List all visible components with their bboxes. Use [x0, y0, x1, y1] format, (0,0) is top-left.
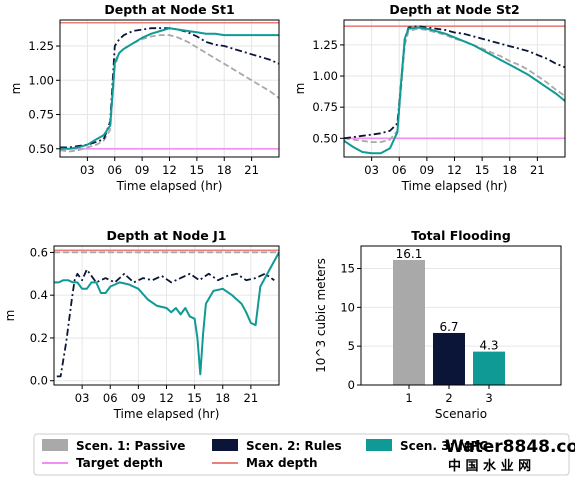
x-tick-label: 06 — [392, 163, 407, 177]
y-tick-label: 0 — [348, 378, 355, 392]
x-tick-label: 21 — [530, 163, 545, 177]
panel-flooding: 16.1 6.7 4.3 1 2 3 0 5 10 15 Total Flooding Scenari… — [314, 228, 562, 421]
chart-title: Depth at Node St1 — [104, 2, 234, 17]
legend-label-max: Max depth — [246, 456, 318, 470]
y-tick-label: 0.4 — [30, 288, 48, 302]
chart-title: Total Flooding — [411, 228, 511, 243]
y-axis-label: m — [3, 310, 17, 322]
chart-title: Depth at Node St2 — [389, 2, 519, 17]
x-tick-label: 2 — [445, 391, 452, 405]
x-tick-label: 03 — [364, 163, 379, 177]
y-tick-label: 10 — [340, 300, 355, 314]
plot-content-st2 — [344, 25, 565, 155]
legend-label-passive: Scen. 1: Passive — [76, 439, 185, 453]
x-tick-label: 12 — [159, 391, 174, 405]
legend-frame — [33, 433, 570, 476]
x-tick-label: 09 — [131, 391, 146, 405]
panel-st1: 03 06 09 12 15 18 21 0.50 0.75 1.00 1.25 Depth at N… — [9, 2, 280, 193]
legend-swatch-mpc — [366, 439, 392, 451]
x-tick-label: 21 — [244, 391, 259, 405]
legend-swatch-rules — [212, 439, 238, 451]
panel-j1: 03 06 09 12 15 18 21 0.0 0.2 0.4 0.6 Depth at Node … — [3, 228, 280, 421]
y-axis-label: m — [9, 83, 23, 95]
y-tick-label: 1.25 — [312, 38, 338, 52]
y-tick-label: 0.0 — [30, 374, 48, 388]
y-tick-label: 1.25 — [28, 39, 54, 53]
x-tick-label: 12 — [162, 163, 177, 177]
bar-value-label: 6.7 — [439, 320, 458, 334]
x-tick-label: 12 — [447, 163, 462, 177]
x-tick-label: 03 — [80, 163, 95, 177]
bar-scenario-3 — [473, 351, 505, 385]
bar-scenario-2 — [433, 332, 465, 385]
y-tick-label: 0.2 — [30, 331, 48, 345]
x-axis-label: Time elapsed (hr) — [401, 179, 508, 193]
bar-value-label: 16.1 — [396, 247, 423, 261]
legend-label-rules: Scen. 2: Rules — [246, 439, 342, 453]
series-line-passive — [344, 27, 565, 143]
y-axis-label: m — [293, 83, 307, 95]
panel-st2: 03 06 09 12 15 18 21 0.50 0.75 1.00 1.25 Depth at N… — [293, 2, 566, 193]
x-tick-label: 09 — [420, 163, 435, 177]
y-tick-label: 5 — [348, 339, 355, 353]
axes-frame-flooding — [360, 245, 562, 386]
legend-swatch-passive — [42, 439, 68, 451]
axes-frame-st1 — [59, 19, 280, 158]
series-line-rules — [56, 268, 275, 378]
watermark: Water8848.com 中 国 水 业 网 — [445, 437, 575, 474]
x-tick-label: 18 — [502, 163, 517, 177]
x-tick-label: 15 — [190, 163, 205, 177]
y-tick-label: 0.75 — [28, 108, 54, 122]
y-tick-label: 1.00 — [312, 69, 338, 83]
x-axis-label: Time elapsed (hr) — [116, 179, 223, 193]
watermark-cn: 中 国 水 业 网 — [448, 458, 531, 474]
y-tick-label: 1.00 — [28, 73, 54, 87]
x-tick-label: 09 — [135, 163, 150, 177]
x-tick-label: 21 — [244, 163, 259, 177]
bar-value-label: 4.3 — [479, 339, 498, 353]
x-tick-label: 18 — [217, 163, 232, 177]
plot-content-st1 — [60, 21, 279, 153]
axes-frame-st2 — [343, 19, 566, 158]
legend-label-mpc: Scen. 3: MPC — [400, 439, 488, 453]
y-tick-label: 0.50 — [312, 131, 338, 145]
x-tick-label: 1 — [405, 391, 412, 405]
plot-content-j1 — [54, 249, 279, 378]
legend: Scen. 1: Passive Scen. 2: Rules Scen. 3:… — [33, 433, 570, 476]
watermark-site: Water8848.com — [445, 437, 575, 457]
chart-title: Depth at Node J1 — [107, 228, 227, 243]
legend-label-target: Target depth — [76, 456, 163, 470]
axes-frame-j1 — [53, 245, 280, 386]
x-axis-label: Scenario — [435, 407, 487, 421]
y-tick-label: 15 — [340, 262, 355, 276]
x-axis-label: Time elapsed (hr) — [113, 407, 220, 421]
plot-content-flooding — [393, 259, 505, 385]
x-tick-label: 15 — [475, 163, 490, 177]
bar-scenario-1 — [393, 259, 425, 385]
x-tick-label: 06 — [107, 163, 122, 177]
y-tick-label: 0.75 — [312, 100, 338, 114]
x-tick-label: 15 — [187, 391, 202, 405]
x-tick-label: 18 — [215, 391, 230, 405]
x-tick-label: 3 — [485, 391, 492, 405]
y-axis-label: 10^3 cubic meters — [314, 258, 328, 373]
x-tick-label: 03 — [75, 391, 90, 405]
x-tick-label: 06 — [103, 391, 118, 405]
y-tick-label: 0.50 — [28, 142, 54, 156]
y-tick-label: 0.6 — [30, 245, 48, 259]
